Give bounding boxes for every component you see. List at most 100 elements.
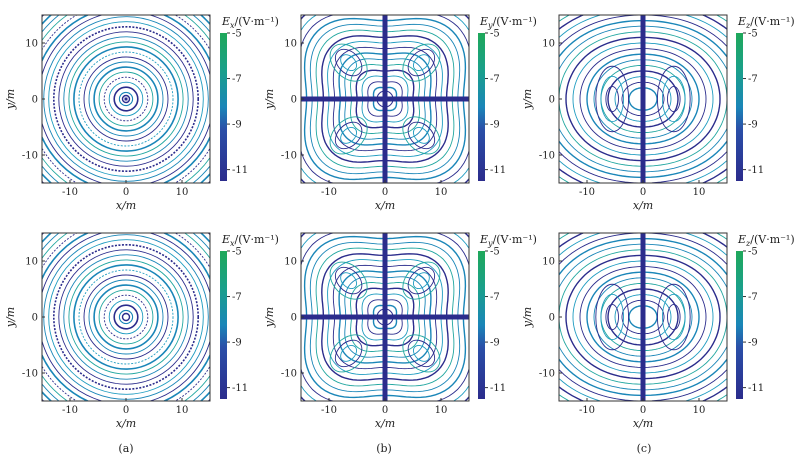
contour-lines (42, 233, 210, 401)
colorbar-label-unit: /(V·m⁻¹) (235, 233, 279, 246)
contour-ring (113, 304, 139, 330)
contour-lobe (559, 31, 727, 167)
colorbar-tick-label: -9 (232, 120, 242, 131)
colorbar-label-main: E (737, 15, 746, 28)
quadrant-lobe (413, 54, 430, 71)
x-tick-label: -10 (579, 405, 595, 416)
x-tick-label: 0 (640, 187, 646, 198)
contour-lines (559, 15, 727, 183)
contour-ring (42, 233, 210, 401)
contour-lobe (614, 294, 672, 340)
contour-ring (113, 86, 139, 112)
quadrant-lobe (340, 54, 357, 71)
panel-b-row1: -10 0 10 10 0 -10 x/m y/m -5 -7 -9 -11 Ey/(V·m⁻¹) (263, 14, 537, 212)
contour-ring (58, 31, 194, 167)
contour-ring (83, 274, 169, 360)
y-tick-label: -10 (281, 369, 297, 380)
contour-ring (78, 269, 174, 365)
y-tick-label: -10 (539, 151, 555, 162)
contour-lobe (593, 59, 693, 139)
contour-lobe (565, 36, 721, 162)
contour-lobe (559, 233, 727, 401)
contour-ring (108, 81, 144, 117)
colorbar-tick-label: -5 (490, 247, 500, 258)
quadrant-lobe (407, 266, 436, 295)
quadrant-lobe (402, 116, 441, 155)
contour-ring (63, 36, 189, 162)
contour-ring (42, 233, 210, 401)
x-axis-label: x/m (633, 199, 653, 212)
y-axis-label: y/m (521, 307, 534, 328)
x-axis-label: x/m (375, 417, 395, 430)
side-lobe (595, 283, 630, 351)
colorbar-tick-label: -7 (490, 74, 500, 85)
colorbar-tick-label: -11 (490, 383, 506, 394)
colorbar-label-sub: x (230, 21, 235, 30)
source-ring (119, 92, 133, 106)
contour-ring (48, 21, 204, 177)
contour-ring (73, 264, 179, 370)
caption-b: (b) (376, 442, 392, 455)
x-axis-label: x/m (633, 417, 653, 430)
contour-lobe (559, 237, 727, 397)
contour-ring (98, 71, 154, 127)
contour-ring (98, 289, 154, 345)
side-lobe (662, 293, 686, 341)
y-tick-label: -10 (281, 151, 297, 162)
contour-ring (42, 15, 210, 183)
colorbar-tick-label: -7 (748, 74, 758, 85)
contour-lobe (559, 233, 727, 401)
contour-ring (88, 61, 164, 137)
contour-lobe (559, 25, 727, 173)
y-tick-label: -10 (22, 151, 38, 162)
contour-lobe (607, 70, 679, 128)
colorbar-tick-label: -5 (490, 29, 500, 40)
contour-ring (42, 233, 210, 401)
x-tick-label: -10 (321, 405, 337, 416)
contour-lobe (579, 266, 707, 368)
null-line-vertical (640, 233, 646, 401)
contour-ring (53, 244, 199, 390)
y-axis-label: y/m (263, 307, 276, 328)
y-tick-label: 0 (32, 313, 38, 324)
contour-lobe (621, 299, 665, 335)
contour-lobe (593, 277, 693, 357)
y-tick-label: 10 (542, 39, 555, 50)
caption-c: (c) (637, 442, 652, 455)
quadrant-lobe (340, 272, 357, 289)
colorbar-label: Ex/(V·m⁻¹) (221, 15, 279, 30)
side-lobe (656, 283, 691, 351)
x-axis-label: x/m (375, 199, 395, 212)
null-line-horizontal (301, 314, 469, 320)
colorbar-tick-label: -5 (232, 29, 242, 40)
source-ring (376, 90, 394, 108)
colorbar-label-sub: z (745, 239, 751, 248)
side-lobe (662, 75, 686, 123)
contour-lobe (579, 48, 707, 150)
contour-ring (68, 259, 184, 375)
colorbar-tick-label: -5 (748, 29, 758, 40)
colorbar-label: Ex/(V·m⁻¹) (221, 233, 279, 248)
side-lobe (656, 65, 691, 133)
quadrant-lobe (329, 334, 368, 373)
colorbar-tick-label: -9 (748, 338, 758, 349)
contour-lobe (572, 42, 714, 156)
y-axis-label: y/m (521, 89, 534, 110)
quadrant-lobe (407, 48, 436, 77)
colorbar-label-main: E (479, 233, 488, 246)
quadrant-lobe (407, 339, 436, 368)
y-tick-label: -10 (539, 369, 555, 380)
contour-ring (63, 254, 189, 380)
colorbar-label: Ez/(V·m⁻¹) (737, 15, 795, 30)
colorbar-label-unit: /(V·m⁻¹) (493, 233, 537, 246)
colorbar-tick-label: -9 (490, 338, 500, 349)
contour-ring (58, 249, 194, 385)
y-axis-label: y/m (263, 89, 276, 110)
colorbar-label-unit: /(V·m⁻¹) (235, 15, 279, 28)
contour-lobe (621, 81, 665, 117)
colorbar-tick-label: -7 (490, 292, 500, 303)
null-line-vertical (640, 15, 646, 183)
source-ring (376, 308, 394, 326)
colorbar-tick-label: -11 (748, 383, 764, 394)
